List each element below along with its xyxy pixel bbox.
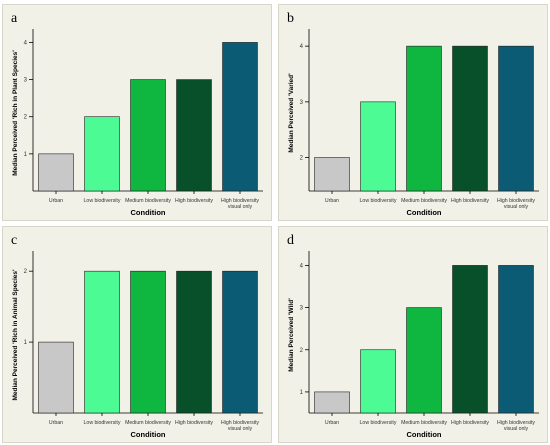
x-tick-label: High biodiversity xyxy=(175,198,213,204)
x-tick-label: Low biodiversity xyxy=(84,420,121,426)
bar xyxy=(360,101,396,192)
bar xyxy=(360,349,396,414)
x-tick-label: Urban xyxy=(49,198,63,204)
x-tick-label: Low biodiversity xyxy=(360,198,397,204)
y-tick-label: 1 xyxy=(300,390,304,396)
x-tick-label: Urban xyxy=(49,420,63,426)
bar xyxy=(452,265,488,414)
x-tick-label: High biodiversity xyxy=(221,198,259,204)
y-tick-label: 4 xyxy=(300,44,304,50)
y-tick-label: 3 xyxy=(300,100,304,106)
x-tick-label: High biodiversity xyxy=(497,198,535,204)
y-tick-label: 2 xyxy=(24,269,28,275)
y-axis-label: Median Perceived 'Rich in Plant Species' xyxy=(12,50,19,176)
panel-label-b: b xyxy=(287,11,294,26)
chart-svg-d: 1 2 3 4 Urban Low biodiversity Medium biodiver… xyxy=(288,251,539,439)
x-tick-label: High biodiversity xyxy=(221,420,259,426)
y-tick-label: 2 xyxy=(24,115,28,121)
y-axis-label: Median Perceived 'Rich in Animal Species… xyxy=(12,269,19,401)
bar xyxy=(84,116,120,192)
y-tick-label: 2 xyxy=(300,348,304,354)
x-tick-label: High biodiversity xyxy=(175,420,213,426)
chart-svg-b: 2 3 4 Urban Low biodiversity Medium biodivers… xyxy=(288,29,539,217)
x-tick-label: Medium biodiversity xyxy=(401,198,447,204)
x-axis-label: Condition xyxy=(131,430,166,439)
bar xyxy=(130,79,166,192)
bar xyxy=(176,270,212,414)
x-tick-label: Low biodiversity xyxy=(84,198,121,204)
bar xyxy=(222,270,258,414)
bar xyxy=(314,157,350,192)
y-tick-label: 3 xyxy=(24,78,28,84)
x-tick-label: Urban xyxy=(325,420,339,426)
x-tick-label: High biodiversity xyxy=(451,198,489,204)
bar xyxy=(498,265,534,414)
x-tick-label: Medium biodiversity xyxy=(125,198,171,204)
panel-label-a: a xyxy=(11,11,18,26)
x-axis-label: Condition xyxy=(131,208,166,217)
y-axis-label: Median Perceived 'Wild' xyxy=(288,298,295,372)
bar xyxy=(38,341,74,414)
chart-panel-c: 1 2 Urban Low biodiversity Medium biodiversi… xyxy=(2,226,272,443)
chart-svg-a: 1 2 3 4 Urban Low biodiversity Medium biodiver… xyxy=(12,29,263,217)
bar xyxy=(130,270,166,414)
x-tick-label: Low biodiversity xyxy=(360,420,397,426)
x-tick-label: Medium biodiversity xyxy=(401,420,447,426)
bar xyxy=(38,153,74,192)
chart-panel-b: 2 3 4 Urban Low biodiversity Medium biodivers… xyxy=(278,4,548,221)
y-axis-label: Median Perceived 'Varied' xyxy=(288,73,295,153)
y-tick-label: 4 xyxy=(24,40,28,46)
bar xyxy=(406,307,442,414)
x-tick-label: visual only xyxy=(504,204,529,210)
x-tick-label: visual only xyxy=(228,426,253,432)
chart-panel-d: 1 2 3 4 Urban Low biodiversity Medium biodiver… xyxy=(278,226,548,443)
bar xyxy=(452,45,488,192)
panel-label-c: c xyxy=(11,233,18,248)
bar xyxy=(498,45,534,192)
y-tick-label: 1 xyxy=(24,340,28,346)
chart-svg-c: 1 2 Urban Low biodiversity Medium biodiversi… xyxy=(12,251,263,439)
x-tick-label: High biodiversity xyxy=(451,420,489,426)
bar xyxy=(406,45,442,192)
x-tick-label: visual only xyxy=(504,426,529,432)
x-tick-label: Medium biodiversity xyxy=(125,420,171,426)
x-axis-label: Condition xyxy=(407,208,442,217)
bar xyxy=(176,79,212,192)
panel-label-d: d xyxy=(287,233,294,248)
bar xyxy=(84,270,120,414)
x-tick-label: High biodiversity xyxy=(497,420,535,426)
bar xyxy=(222,42,258,192)
x-tick-label: Urban xyxy=(325,198,339,204)
y-tick-label: 3 xyxy=(300,306,304,312)
chart-panel-a: 1 2 3 4 Urban Low biodiversity Medium biodiver… xyxy=(2,4,272,221)
y-tick-label: 1 xyxy=(24,152,28,158)
x-tick-label: visual only xyxy=(228,204,253,210)
y-tick-label: 4 xyxy=(300,263,304,269)
y-tick-label: 2 xyxy=(300,156,304,162)
x-axis-label: Condition xyxy=(407,430,442,439)
bar xyxy=(314,391,350,414)
